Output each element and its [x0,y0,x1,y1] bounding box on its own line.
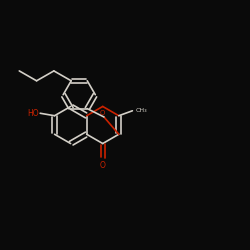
Text: O: O [100,110,105,116]
Text: O: O [100,161,106,170]
Text: HO: HO [27,109,39,118]
Text: CH₃: CH₃ [136,108,148,113]
